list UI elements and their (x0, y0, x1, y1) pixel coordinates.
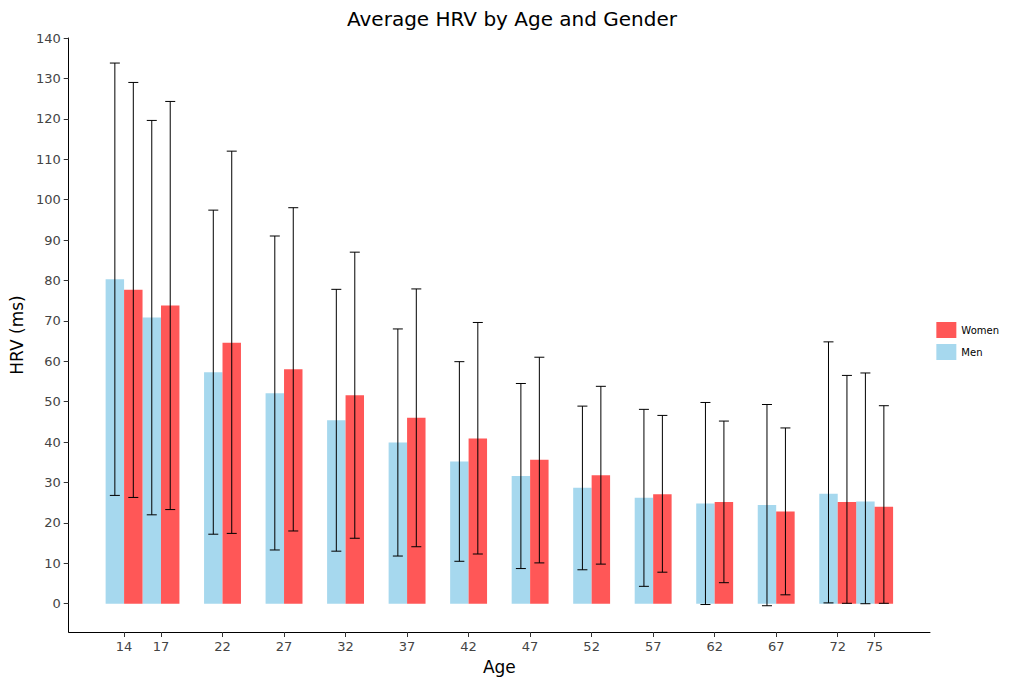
svg-text:Men: Men (961, 347, 982, 358)
svg-text:100: 100 (36, 192, 61, 207)
svg-text:80: 80 (44, 273, 61, 288)
svg-text:22: 22 (214, 639, 231, 654)
svg-text:20: 20 (44, 515, 61, 530)
svg-text:90: 90 (44, 233, 61, 248)
svg-text:130: 130 (36, 71, 61, 86)
svg-text:10: 10 (44, 556, 61, 571)
svg-text:62: 62 (706, 639, 723, 654)
svg-text:75: 75 (866, 639, 883, 654)
svg-text:52: 52 (583, 639, 600, 654)
svg-text:120: 120 (36, 111, 61, 126)
svg-text:42: 42 (460, 639, 477, 654)
svg-text:57: 57 (645, 639, 662, 654)
svg-text:17: 17 (153, 639, 170, 654)
svg-text:HRV (ms): HRV (ms) (7, 295, 27, 374)
svg-text:Average HRV by Age and Gender: Average HRV by Age and Gender (347, 7, 678, 31)
svg-text:72: 72 (829, 639, 846, 654)
svg-text:Women: Women (961, 325, 999, 336)
svg-text:32: 32 (337, 639, 354, 654)
svg-text:27: 27 (276, 639, 293, 654)
svg-text:67: 67 (768, 639, 785, 654)
svg-text:Age: Age (483, 657, 516, 677)
svg-text:40: 40 (44, 435, 61, 450)
svg-text:14: 14 (116, 639, 133, 654)
svg-text:30: 30 (44, 475, 61, 490)
svg-text:0: 0 (52, 596, 60, 611)
svg-text:37: 37 (399, 639, 416, 654)
svg-text:47: 47 (522, 639, 539, 654)
svg-text:50: 50 (44, 394, 61, 409)
svg-text:60: 60 (44, 354, 61, 369)
svg-text:140: 140 (36, 31, 61, 46)
svg-text:70: 70 (44, 313, 61, 328)
svg-text:110: 110 (36, 152, 61, 167)
